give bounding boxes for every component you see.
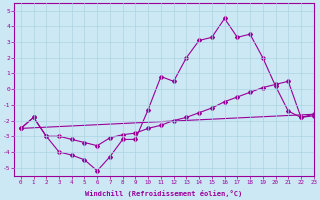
X-axis label: Windchill (Refroidissement éolien,°C): Windchill (Refroidissement éolien,°C) [85,190,243,197]
